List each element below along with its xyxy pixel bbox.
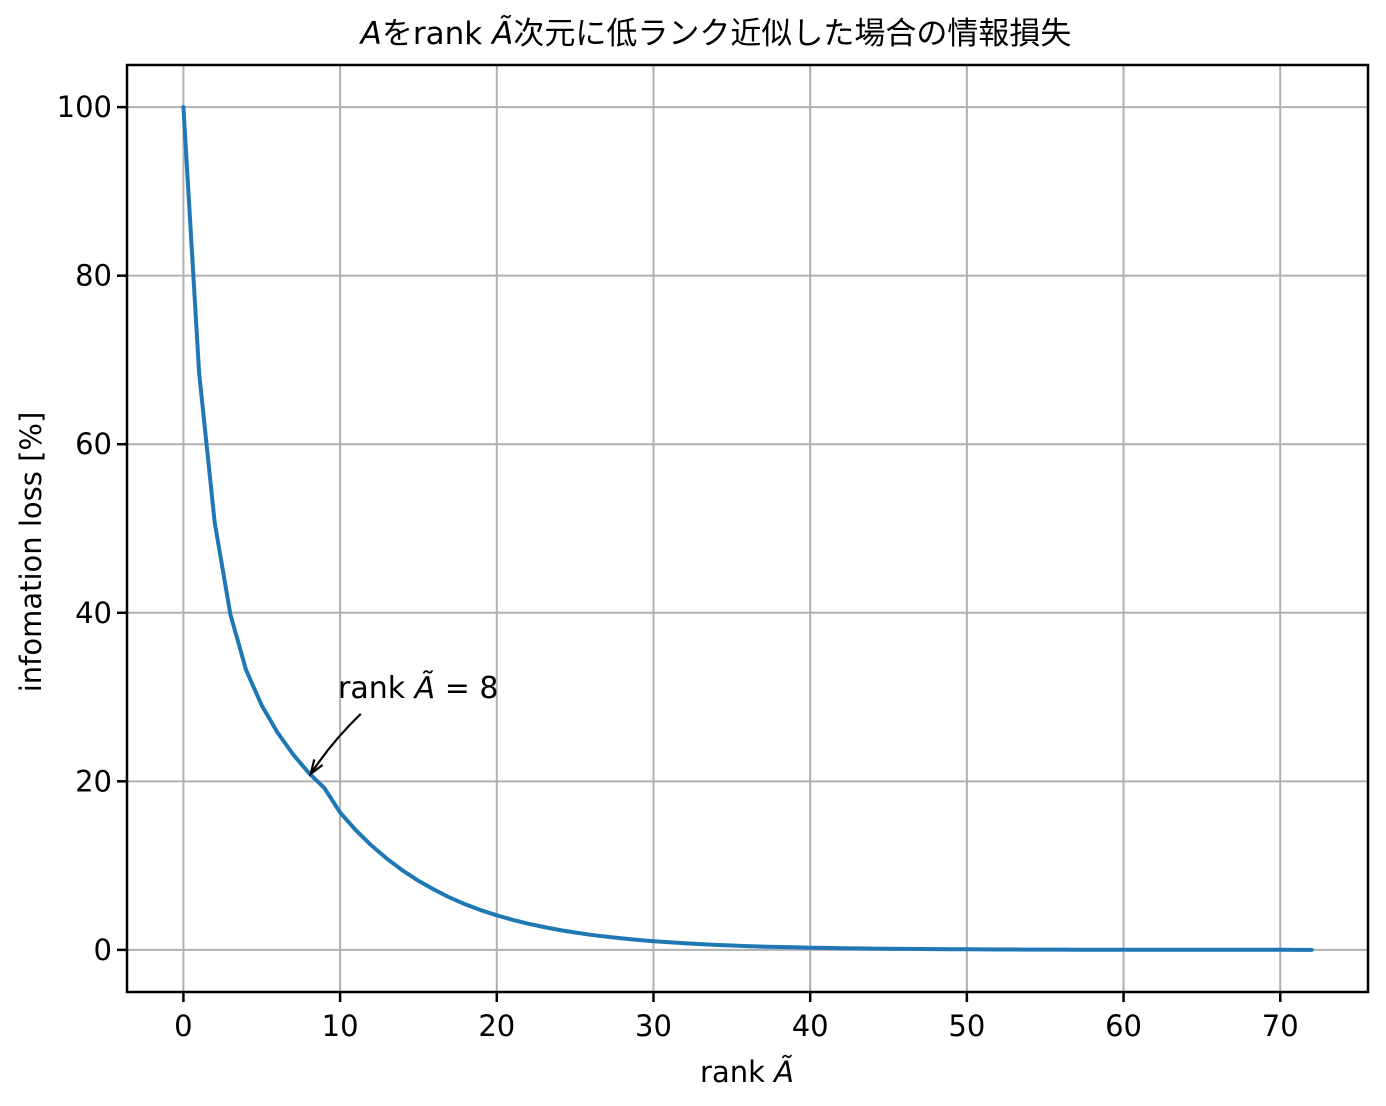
plain-text: をrank	[381, 16, 493, 52]
y-tick-label: 100	[57, 90, 112, 124]
x-tick-label: 40	[792, 1009, 829, 1043]
plain-text: 次元に低ランク近似した場合の情報損失	[513, 16, 1072, 52]
y-tick-label: 80	[75, 259, 112, 293]
y-tick-label: 40	[75, 596, 112, 630]
y-axis-label: infomation loss [%]	[14, 411, 48, 693]
x-tick-label: 50	[948, 1009, 985, 1043]
x-tick-label: 60	[1105, 1009, 1142, 1043]
annotation-arrow	[309, 713, 362, 775]
math-italic-text: Ã	[492, 16, 514, 52]
y-tick-label: 60	[75, 427, 112, 461]
annotation-arrowhead	[308, 759, 324, 777]
math-italic-text: A	[360, 16, 382, 52]
x-tick-label: 20	[478, 1009, 515, 1043]
math-italic-text: Ã	[774, 1055, 794, 1089]
x-tick-label: 10	[322, 1009, 359, 1043]
x-tick-label: 0	[174, 1009, 192, 1043]
chart-title: Aをrank Ã次元に低ランク近似した場合の情報損失	[361, 16, 1072, 53]
math-italic-text: Ã	[414, 671, 436, 706]
plain-text: = 8	[435, 671, 499, 706]
x-tick-label: 70	[1262, 1009, 1299, 1043]
y-tick-label: 0	[94, 933, 112, 967]
plot-border	[125, 63, 1370, 994]
data-series-line	[181, 105, 1314, 952]
annotation-text: rank Ã = 8	[338, 671, 498, 706]
y-tick-label: 20	[75, 764, 112, 798]
plain-text: rank	[338, 671, 415, 706]
x-tick-label: 30	[635, 1009, 672, 1043]
plain-text: rank	[700, 1055, 775, 1089]
x-axis-label: rank Ã	[700, 1055, 794, 1089]
